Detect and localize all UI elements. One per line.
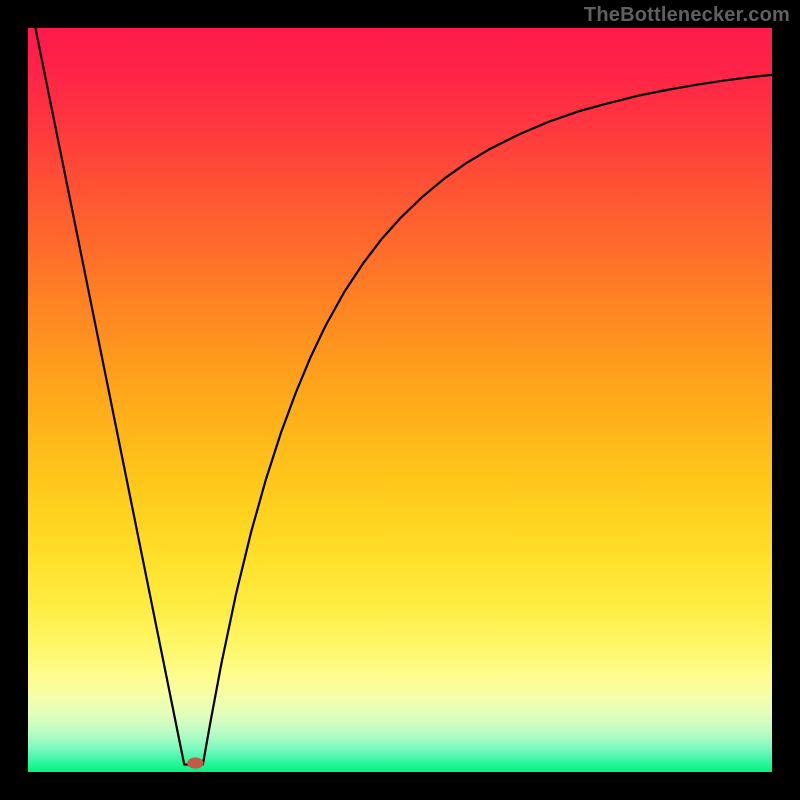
plot-svg bbox=[28, 28, 772, 772]
watermark-text: TheBottlenecker.com bbox=[584, 4, 790, 27]
plot-background bbox=[28, 28, 772, 772]
optimum-marker bbox=[187, 757, 203, 768]
chart-container: TheBottlenecker.com bbox=[0, 0, 800, 800]
